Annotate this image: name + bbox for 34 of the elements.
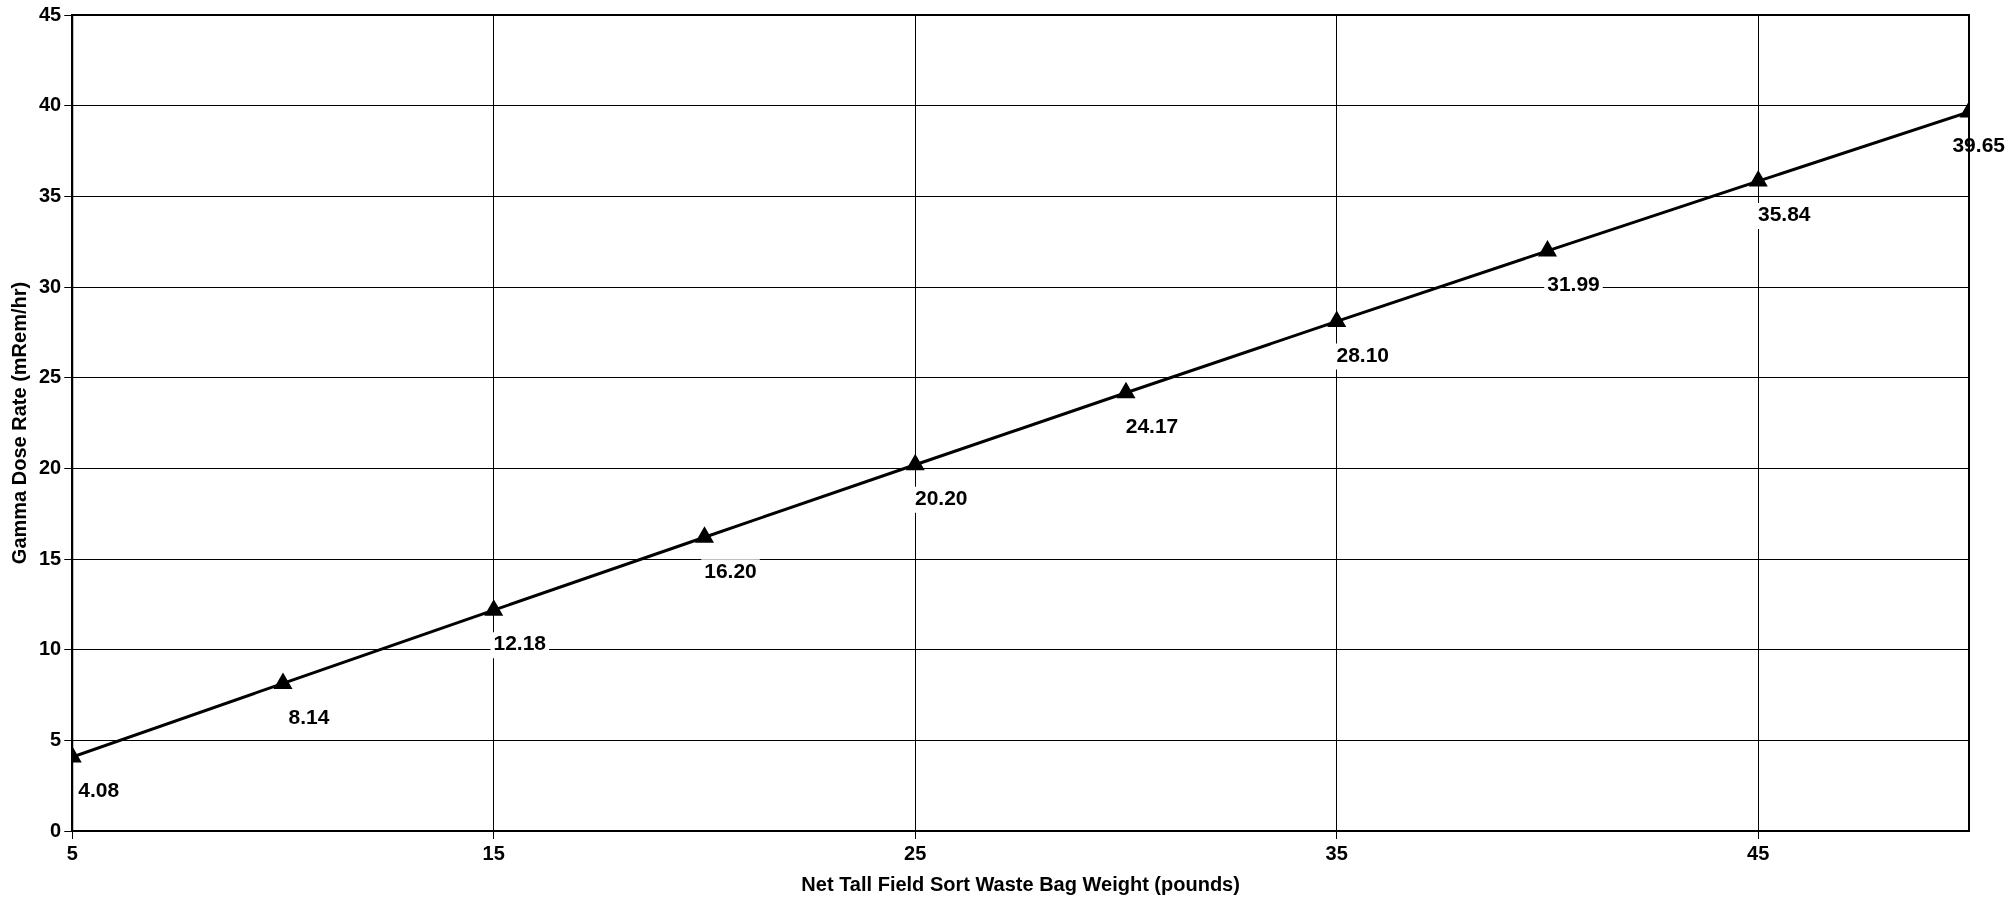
point (1749, 171, 1767, 187)
y-tick-label: 30 (39, 274, 62, 297)
y-tick-label: 15 (39, 546, 62, 569)
data-label: 24.17 (1125, 414, 1179, 438)
point (696, 527, 713, 543)
data-label: 20.20 (914, 486, 968, 509)
point (485, 600, 503, 616)
data-label: 12.18 (493, 631, 547, 655)
y-tick-label: 40 (39, 93, 62, 116)
point (1328, 311, 1346, 327)
y-tick-label: 20 (39, 455, 62, 478)
y-tick-label: 5 (50, 727, 62, 750)
data-label: 16.20 (704, 558, 757, 582)
point (274, 673, 292, 689)
point (1539, 241, 1556, 257)
x-tick-label: 35 (1325, 841, 1348, 864)
x-tick-label: 15 (482, 841, 505, 864)
data-label: 31.99 (1547, 272, 1600, 296)
y-tick-label: 0 (50, 818, 62, 841)
data-label: 4.08 (78, 778, 120, 802)
y-tick-label: 25 (39, 365, 62, 388)
data-label: 28.10 (1336, 342, 1390, 366)
x-axis-title: Net Tall Field Sort Waste Bag Weight (pounds) (801, 872, 1240, 895)
data-label: 35.84 (1757, 202, 1811, 226)
point (1117, 383, 1135, 399)
y-tick-label: 45 (39, 2, 62, 25)
y-axis-title: Gamma Dose Rate (mRem/hr) (7, 281, 30, 565)
point (906, 455, 924, 471)
x-tick-label: 45 (1747, 841, 1770, 864)
y-tick-label: 35 (39, 183, 62, 206)
data-label: 8.14 (288, 704, 330, 728)
x-tick-label: 5 (66, 841, 78, 864)
x-tick-label: 25 (904, 841, 927, 864)
y-tick-label: 10 (39, 637, 62, 660)
